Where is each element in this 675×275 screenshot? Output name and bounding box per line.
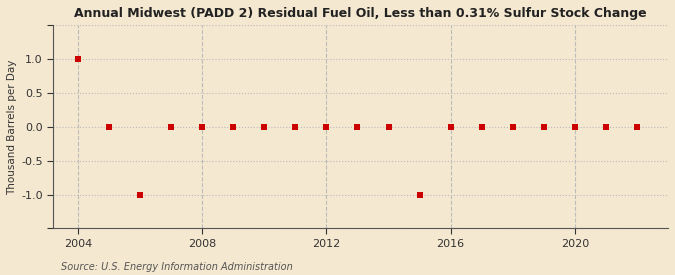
Text: Source: U.S. Energy Information Administration: Source: U.S. Energy Information Administ… bbox=[61, 262, 292, 272]
Point bbox=[570, 125, 580, 129]
Point bbox=[414, 192, 425, 197]
Point bbox=[321, 125, 332, 129]
Point bbox=[290, 125, 301, 129]
Point bbox=[135, 192, 146, 197]
Point bbox=[352, 125, 363, 129]
Point bbox=[601, 125, 612, 129]
Point bbox=[166, 125, 177, 129]
Point bbox=[73, 57, 84, 61]
Point bbox=[228, 125, 239, 129]
Point bbox=[539, 125, 549, 129]
Point bbox=[259, 125, 270, 129]
Point bbox=[632, 125, 643, 129]
Point bbox=[197, 125, 208, 129]
Point bbox=[104, 125, 115, 129]
Title: Annual Midwest (PADD 2) Residual Fuel Oil, Less than 0.31% Sulfur Stock Change: Annual Midwest (PADD 2) Residual Fuel Oi… bbox=[74, 7, 647, 20]
Y-axis label: Thousand Barrels per Day: Thousand Barrels per Day bbox=[7, 59, 17, 194]
Point bbox=[383, 125, 394, 129]
Point bbox=[446, 125, 456, 129]
Point bbox=[477, 125, 487, 129]
Point bbox=[508, 125, 518, 129]
